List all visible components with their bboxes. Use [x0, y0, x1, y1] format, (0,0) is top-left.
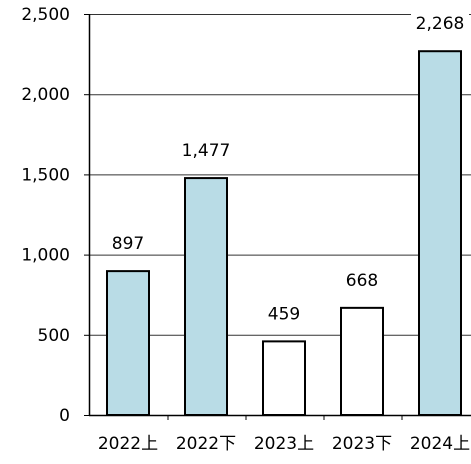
bar-0 — [106, 270, 150, 416]
value-label-bg-0 — [109, 230, 147, 255]
grid-layer — [89, 14, 471, 336]
y-tick-label-1: 500 — [38, 326, 70, 346]
y-tick-label-3: 1,500 — [21, 165, 70, 185]
y-tick-label-5: 2,500 — [21, 5, 70, 25]
y-tick-label-4: 2,000 — [21, 85, 70, 105]
category-label-0: 2022上 — [98, 434, 158, 454]
bar-3 — [340, 306, 384, 417]
bar-4 — [418, 50, 462, 416]
value-label-bg-3 — [343, 266, 381, 291]
y-tick-label-2: 1,000 — [21, 246, 70, 266]
value-label-3: 668 — [346, 271, 378, 291]
y-tick-label-0: 0 — [59, 406, 70, 426]
value-label-1: 1,477 — [182, 141, 231, 161]
axis-layer — [84, 14, 471, 420]
category-label-4: 2024上 — [410, 434, 470, 454]
value-label-bg-1 — [177, 137, 235, 162]
bar-1 — [184, 177, 228, 416]
value-label-2: 459 — [268, 304, 300, 324]
category-label-1: 2022下 — [176, 434, 236, 454]
value-label-bg-2 — [265, 300, 303, 325]
bar-2 — [262, 340, 306, 416]
bars-layer — [106, 50, 462, 417]
labels-layer: 0 500 1,000 1,500 2,000 2,500 897 2022上 1,477 202… — [21, 5, 470, 454]
value-label-0: 897 — [112, 234, 144, 254]
category-label-2: 2023上 — [254, 434, 314, 454]
category-label-3: 2023下 — [332, 434, 392, 454]
value-label-bg-4 — [411, 10, 469, 35]
value-label-4: 2,268 — [416, 14, 465, 34]
